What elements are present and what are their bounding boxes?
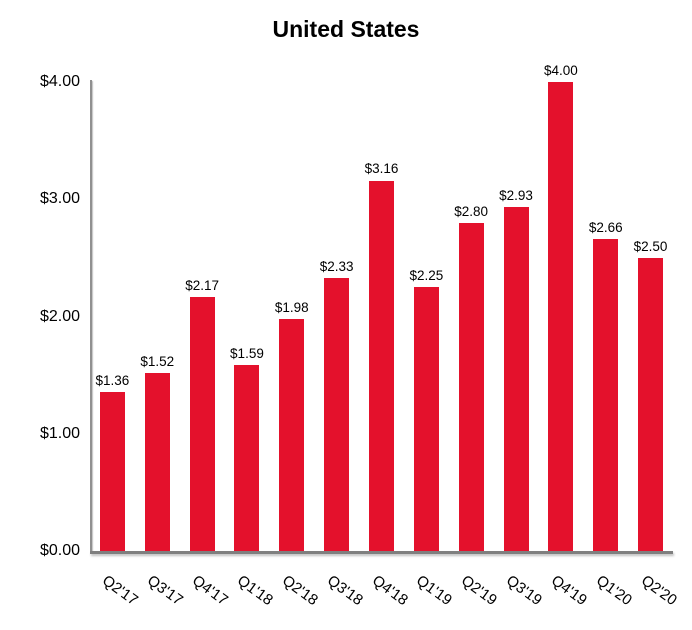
bar-Q1'20 bbox=[593, 239, 619, 551]
bar-Q3'19 bbox=[503, 207, 529, 551]
bar-Q2'18 bbox=[279, 318, 305, 551]
bar-value-label: $2.33 bbox=[319, 258, 354, 274]
bar-Q2'17 bbox=[99, 391, 125, 551]
bar-Q2'19 bbox=[458, 222, 484, 551]
y-tick-label: $1.00 bbox=[39, 424, 80, 442]
x-axis-label: Q2'20 bbox=[637, 572, 680, 610]
x-axis-label: Q3'17 bbox=[144, 572, 187, 610]
bar-Q4'17 bbox=[189, 296, 215, 551]
bar-Q2'20 bbox=[638, 257, 664, 551]
bar-Q3'17 bbox=[144, 372, 170, 551]
y-tick-label: $2.00 bbox=[39, 307, 80, 325]
bar-Q3'18 bbox=[324, 277, 350, 551]
x-axis-label: Q1'20 bbox=[592, 572, 635, 610]
x-axis-label: Q4'18 bbox=[368, 572, 411, 610]
x-axis-label: Q2'18 bbox=[278, 572, 321, 610]
bar-value-label: $2.80 bbox=[454, 203, 489, 219]
bar-value-label: $3.16 bbox=[364, 161, 399, 177]
bar-value-label: $2.17 bbox=[185, 277, 219, 293]
bar-Q1'19 bbox=[413, 287, 439, 551]
x-axis-label: Q1'18 bbox=[233, 572, 276, 610]
y-axis-line bbox=[90, 80, 92, 551]
x-axis-line bbox=[90, 551, 673, 554]
chart-title: United States bbox=[272, 16, 420, 42]
bar-value-label: $1.36 bbox=[95, 372, 130, 388]
bar-value-label: $2.50 bbox=[633, 238, 668, 254]
bar-value-label: $1.52 bbox=[140, 353, 175, 369]
bar-value-label: $2.25 bbox=[409, 268, 444, 284]
y-tick-label: $4.00 bbox=[39, 73, 80, 90]
bar-value-label: $1.98 bbox=[274, 299, 309, 315]
bar-Q4'18 bbox=[369, 180, 394, 551]
x-axis-label: Q3'18 bbox=[323, 572, 366, 610]
bar-value-label: $4.00 bbox=[543, 63, 578, 78]
bar-Q1'18 bbox=[234, 364, 260, 551]
x-axis-label: Q4'19 bbox=[547, 572, 590, 610]
x-axis-label: Q3'19 bbox=[503, 572, 546, 610]
bar-value-label: $2.93 bbox=[499, 188, 533, 204]
y-tick-label: $0.00 bbox=[39, 542, 80, 559]
x-axis-label: Q2'19 bbox=[458, 572, 501, 610]
bar-Q4'19 bbox=[548, 82, 574, 551]
plot-area: $1.36 $1.52 $2.17 $1.59 $1.98 $2.33 $3.16 $2.25… bbox=[90, 64, 673, 554]
x-axis-label: Q4'17 bbox=[189, 572, 232, 610]
x-axis-label: Q2'17 bbox=[99, 572, 142, 610]
bar-value-label: $2.66 bbox=[588, 220, 623, 236]
y-tick-label: $3.00 bbox=[39, 190, 80, 208]
bar-value-label: $1.59 bbox=[230, 345, 264, 361]
x-axis-label: Q1'19 bbox=[413, 572, 456, 610]
